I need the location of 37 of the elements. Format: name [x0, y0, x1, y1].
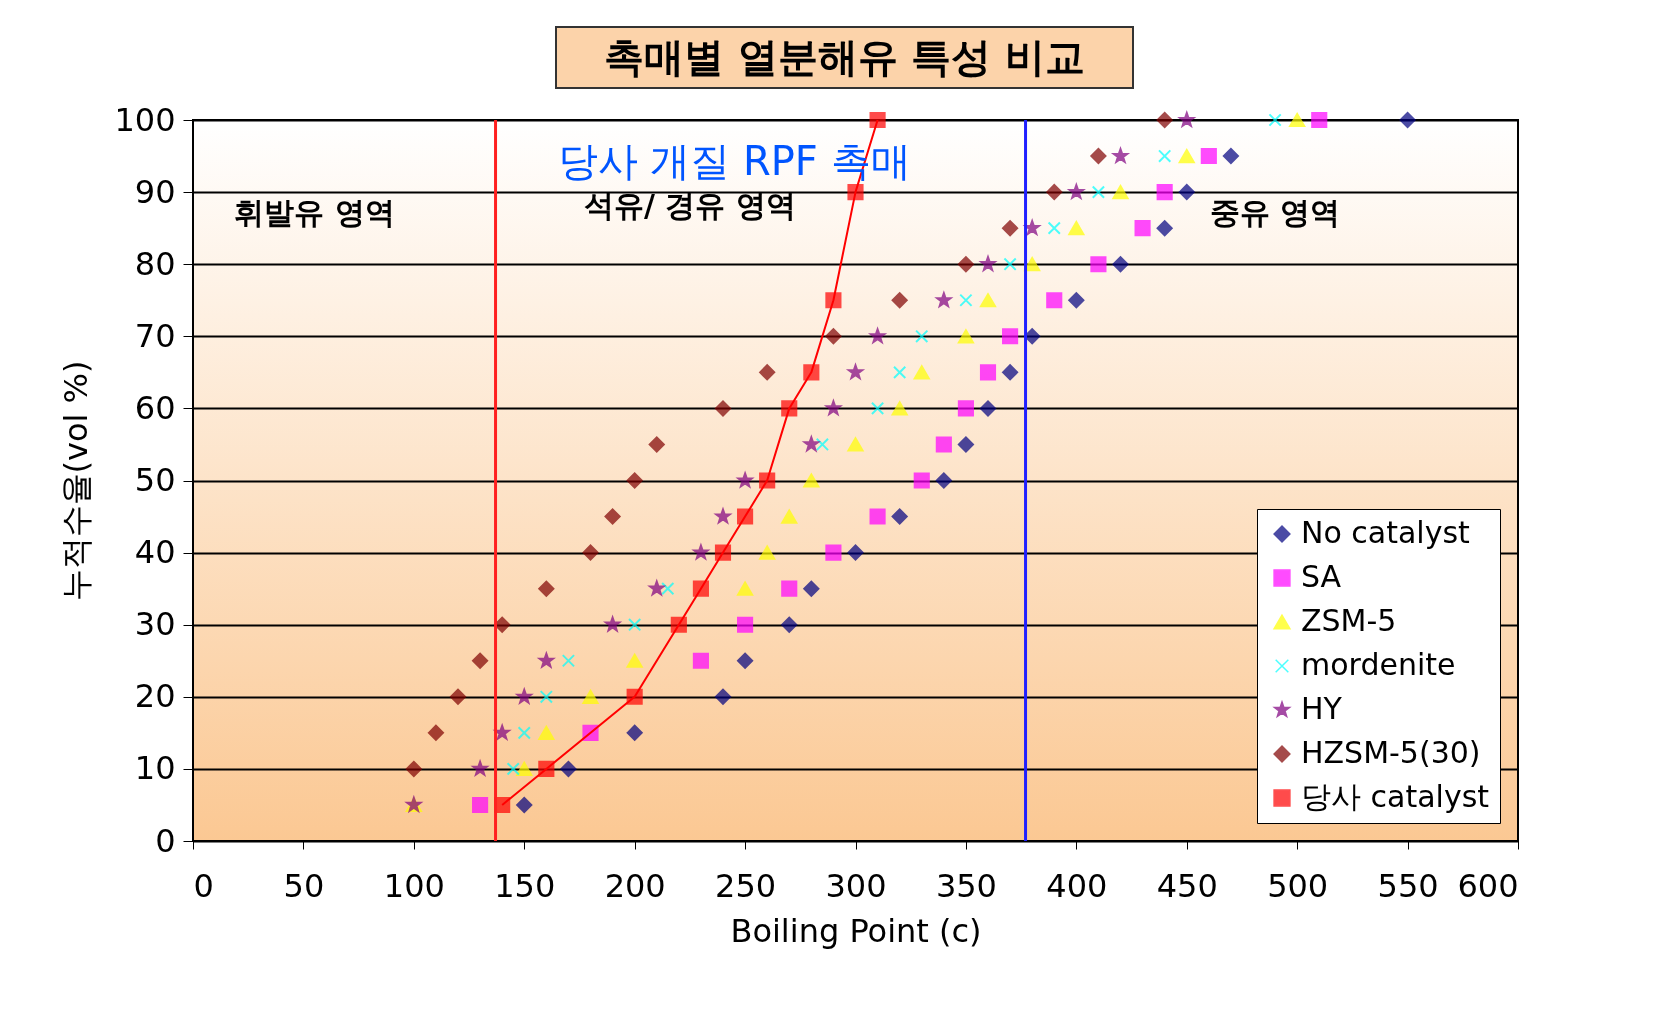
legend-label: HY	[1301, 691, 1343, 726]
y-axis-title: 누적수율(vol %)	[57, 360, 96, 602]
y-tick-label: 80	[134, 244, 176, 283]
x-tick-label: 250	[715, 866, 777, 905]
y-tick-label: 0	[155, 821, 176, 860]
x-tick-label: 50	[283, 866, 325, 905]
x-tick-label: 200	[604, 866, 666, 905]
y-tick-label: 30	[134, 605, 176, 644]
y-tick-label: 20	[134, 677, 176, 716]
chart-title: 촉매별 열분해유 특성 비교	[555, 26, 1134, 89]
x-tick-label: 100	[383, 866, 445, 905]
x-tick-label: 450	[1156, 866, 1218, 905]
x-tick-label: 300	[825, 866, 887, 905]
legend-label: 당사 catalyst	[1301, 779, 1490, 814]
y-tick-label: 90	[134, 172, 176, 211]
annotation: 휘발유 영역	[234, 194, 395, 230]
y-tick-label: 10	[134, 749, 176, 788]
annotation: 석유/ 경유 영역	[583, 187, 796, 223]
legend-label: SA	[1301, 559, 1342, 594]
legend-label: HZSM-5(30)	[1301, 735, 1481, 770]
y-tick-label: 40	[134, 533, 176, 572]
x-axis-title: Boiling Point (c)	[730, 911, 982, 950]
y-tick-label: 70	[134, 316, 176, 355]
legend-label: mordenite	[1301, 647, 1456, 682]
x-tick-label: 0	[193, 866, 214, 905]
x-tick-label: 350	[935, 866, 997, 905]
y-tick-label: 50	[134, 461, 176, 499]
x-tick-label: 550	[1377, 866, 1439, 905]
annotation: 중유 영역	[1209, 194, 1341, 230]
legend-label: No catalyst	[1301, 515, 1471, 550]
x-tick-label: 400	[1046, 866, 1108, 905]
y-tick-label: 100	[114, 100, 176, 139]
legend-label: ZSM-5	[1301, 603, 1397, 638]
x-tick-label: 500	[1267, 866, 1329, 905]
x-tick-label: 600	[1457, 866, 1519, 905]
y-tick-label: 60	[134, 388, 176, 427]
x-tick-label: 150	[494, 866, 556, 905]
